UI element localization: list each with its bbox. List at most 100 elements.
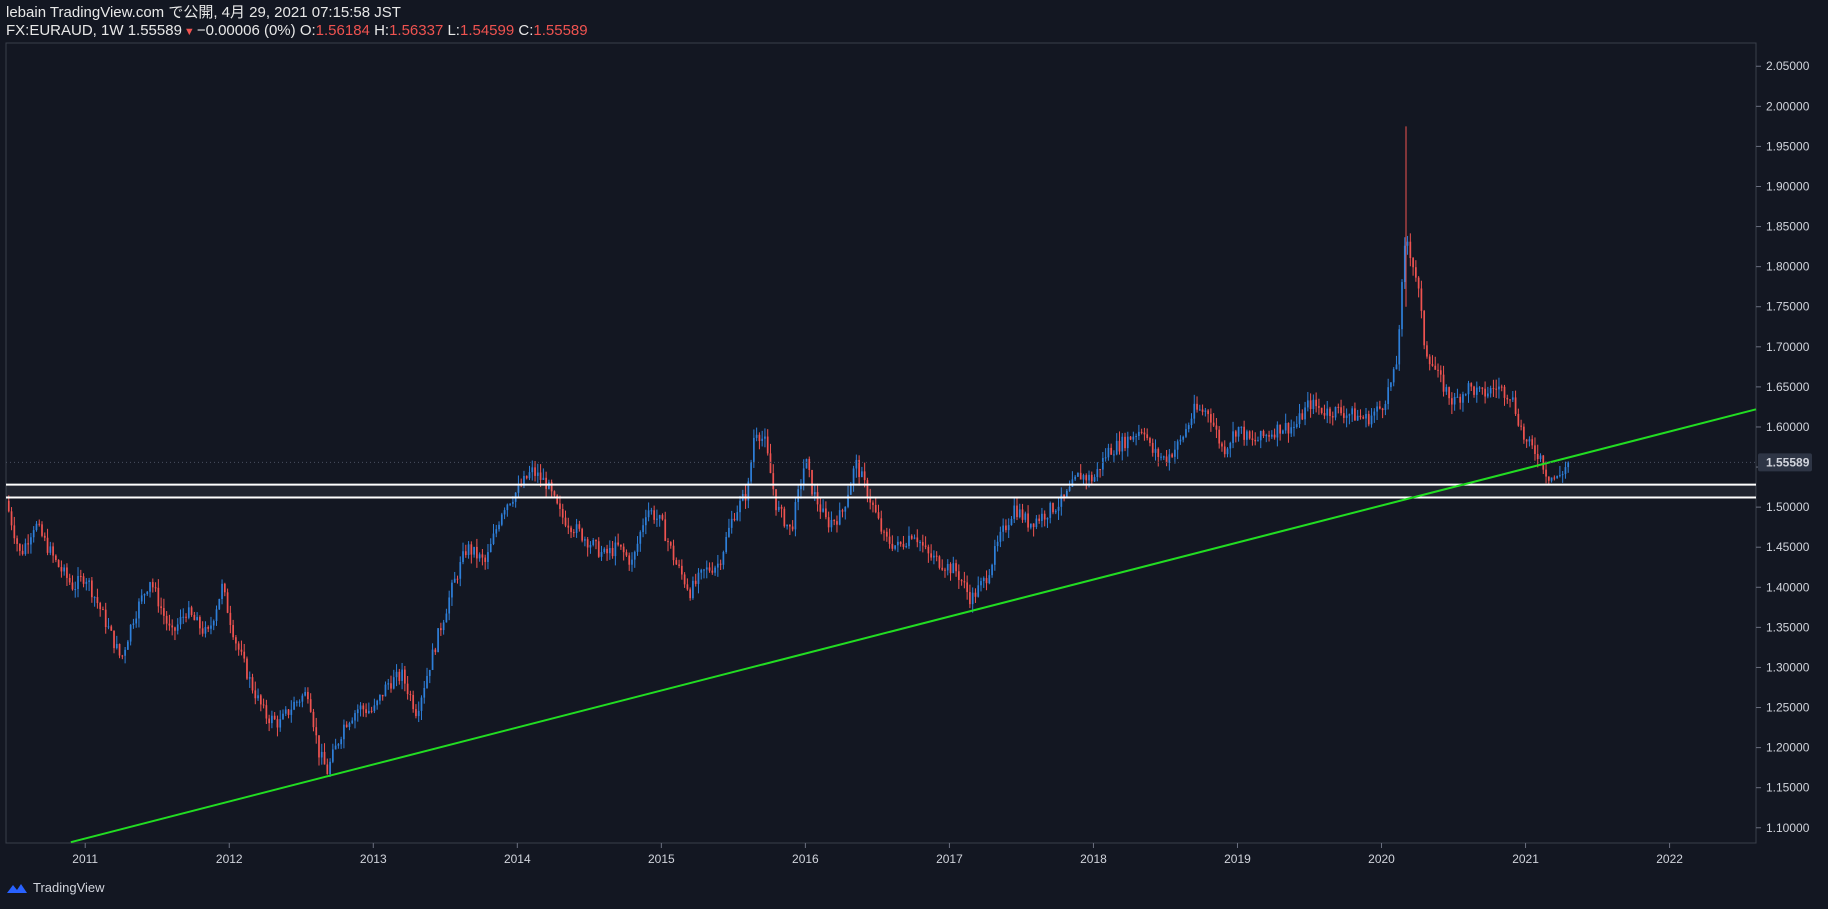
- candle-body: [955, 563, 957, 572]
- candle-body: [232, 625, 234, 638]
- candle-body: [1453, 396, 1456, 405]
- candle-body: [728, 527, 730, 537]
- candle-body: [1340, 407, 1342, 414]
- candle-body: [1190, 418, 1193, 426]
- candle-body: [1246, 431, 1248, 440]
- candle-body: [495, 529, 498, 534]
- candle-body: [1356, 415, 1359, 421]
- candle-body: [79, 576, 82, 578]
- candle-body: [1495, 388, 1498, 390]
- candle-body: [1079, 472, 1082, 480]
- time-axis[interactable]: 2011 2012 2013 2014 2015 2016 2017 2018 2019 2020…: [72, 843, 1683, 866]
- candle-body: [575, 524, 578, 533]
- candle-body: [988, 575, 991, 584]
- candle-body: [426, 675, 428, 688]
- candle-body: [1074, 476, 1077, 480]
- candle-body: [13, 525, 16, 539]
- candle-body: [1470, 383, 1473, 387]
- symbol-label[interactable]: FX:EURAUD, 1W: [6, 22, 124, 39]
- candle-body: [1506, 397, 1509, 400]
- candle-body: [1273, 434, 1276, 438]
- candle-body: [1229, 442, 1232, 449]
- candle-body: [362, 705, 365, 710]
- candle-body: [1301, 413, 1304, 420]
- candle-body: [1351, 408, 1354, 415]
- trend-line[interactable]: [70, 408, 1757, 844]
- candle-body: [1445, 387, 1448, 392]
- candle-body: [910, 535, 913, 539]
- candle-body: [77, 576, 79, 589]
- candle-body: [93, 597, 96, 599]
- open-label: O:: [299, 22, 316, 39]
- candle-body: [1428, 356, 1431, 365]
- candle-body: [506, 504, 509, 511]
- candle-body: [251, 677, 254, 691]
- candle-body: [459, 561, 462, 579]
- candle-body: [49, 546, 52, 553]
- candle-body: [1168, 454, 1171, 463]
- candle-body: [894, 545, 896, 549]
- candle-body: [852, 468, 855, 485]
- candle-body: [290, 709, 293, 715]
- candle-body: [63, 567, 66, 572]
- candle-body: [354, 713, 356, 721]
- y-tick-label: 1.25000: [1766, 701, 1810, 715]
- candle-body: [1060, 494, 1063, 507]
- candle-body: [331, 749, 334, 762]
- candle-body: [1005, 525, 1007, 531]
- candle-body: [708, 567, 711, 571]
- candle-body: [409, 694, 412, 696]
- candle-body: [633, 551, 636, 560]
- y-tick-label: 1.75000: [1766, 300, 1810, 314]
- support-zone[interactable]: [6, 484, 1756, 498]
- candle-body: [512, 501, 514, 504]
- candle-body: [437, 628, 439, 653]
- price-axis[interactable]: 2.05000 2.00000 1.95000 1.90000 1.85000 1.800…: [1756, 59, 1810, 835]
- candle-body: [536, 472, 539, 476]
- candle-body: [1359, 415, 1362, 418]
- last-price-tag: 1.55589: [1758, 453, 1812, 472]
- candle-body: [924, 545, 927, 547]
- candle-body: [1046, 517, 1049, 520]
- candle-body: [1284, 422, 1287, 431]
- drawings[interactable]: [6, 408, 1757, 844]
- candle-body: [858, 459, 860, 478]
- candle-body: [417, 710, 420, 717]
- y-tick-label: 1.65000: [1766, 380, 1810, 394]
- candle-body: [1492, 388, 1495, 390]
- candle-body: [1448, 387, 1450, 399]
- candle-body: [187, 607, 190, 618]
- candle-body: [440, 628, 442, 631]
- candle-body: [1373, 411, 1376, 416]
- candle-body: [991, 564, 993, 576]
- candle-body: [678, 564, 680, 566]
- chart-header: lebain TradingView.com で公開, 4月 29, 2021 …: [6, 4, 588, 41]
- candle-body: [1234, 431, 1237, 437]
- candle-body: [921, 542, 924, 546]
- candle-body: [259, 695, 262, 705]
- candle-body: [1165, 456, 1168, 463]
- candle-body: [254, 690, 257, 699]
- candle-body: [946, 563, 949, 571]
- candle-body: [420, 697, 423, 711]
- footer[interactable]: TradingView: [6, 880, 105, 895]
- candle-body: [1398, 329, 1401, 365]
- candle-body: [284, 709, 287, 714]
- candle-body: [1248, 431, 1251, 439]
- candle-body: [498, 524, 500, 530]
- candle-body: [434, 649, 437, 653]
- low-label: L:: [447, 22, 460, 39]
- candle-body: [553, 491, 556, 496]
- candle-body: [406, 683, 409, 695]
- candle-body: [1043, 513, 1046, 520]
- candle-body: [271, 715, 273, 724]
- candle-body: [705, 567, 708, 570]
- candle-body: [1138, 431, 1140, 437]
- candle-body: [703, 569, 705, 571]
- candle-body: [1187, 425, 1190, 430]
- y-tick-label: 1.20000: [1766, 741, 1810, 755]
- candle-body: [85, 581, 88, 584]
- candle-body: [1265, 435, 1268, 437]
- candle-body: [1462, 394, 1464, 403]
